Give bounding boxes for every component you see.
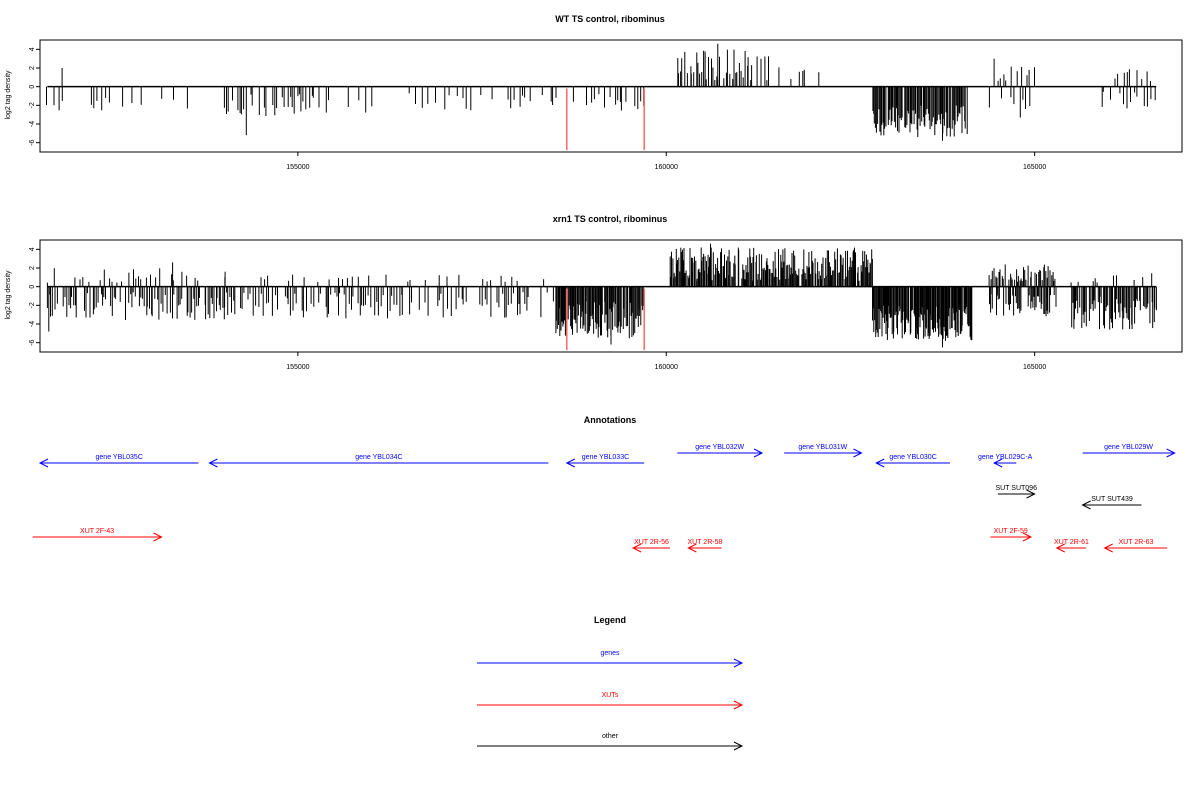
y-tick-label: 4 bbox=[29, 47, 36, 51]
wt-density-panel: WT TS control, ribominus log2 tag densit… bbox=[5, 14, 1183, 171]
y-tick-label: -6 bbox=[29, 139, 36, 145]
feature-label-gene-ybl032w: gene YBL032W bbox=[695, 444, 744, 451]
xrn1-density-panel: xrn1 TS control, ribominus log2 tag dens… bbox=[5, 214, 1183, 371]
legend-items: genes XUTs other bbox=[477, 650, 744, 751]
feature-label-sut-sut439: SUT SUT439 bbox=[1091, 496, 1133, 503]
y-tick-label: 2 bbox=[29, 66, 36, 70]
wt-x-axis: 155000 160000 165000 bbox=[286, 152, 1046, 171]
legend-arrow-other bbox=[477, 741, 744, 751]
legend-label-genes: genes bbox=[600, 650, 620, 657]
feature-label-gene-ybl035c: gene YBL035C bbox=[96, 454, 143, 461]
y-tick-label: 2 bbox=[29, 266, 36, 270]
feature-arrow-gene-ybl029w bbox=[1082, 448, 1176, 458]
x-tick-label: 155000 bbox=[286, 164, 309, 171]
feature-arrow-gene-ybl032w bbox=[677, 448, 764, 458]
wt-density-bars bbox=[46, 43, 1156, 141]
annotations-track: Annotations gene YBL035C gene YBL034C gene… bbox=[32, 415, 1176, 553]
x-tick-label: 165000 bbox=[1023, 364, 1046, 371]
feature-label-xut-2f-59: XUT 2F-59 bbox=[994, 528, 1028, 535]
feature-arrow-xut-2f-59 bbox=[990, 532, 1033, 542]
x-tick-label: 165000 bbox=[1023, 164, 1046, 171]
x-tick-label: 160000 bbox=[655, 364, 678, 371]
wt-y-axis: -6 -4 -2 0 2 4 bbox=[29, 47, 40, 146]
xrn1-panel-title: xrn1 TS control, ribominus bbox=[553, 214, 668, 224]
legend-arrow-genes bbox=[477, 658, 744, 668]
y-tick-label: 4 bbox=[29, 247, 36, 251]
feature-label-gene-ybl029w: gene YBL029W bbox=[1104, 444, 1153, 451]
feature-label-gene-ybl029c-a: gene YBL029C-A bbox=[978, 454, 1033, 461]
feature-label-gene-ybl031w: gene YBL031W bbox=[798, 444, 847, 451]
annotations-title: Annotations bbox=[584, 415, 637, 425]
xrn1-marker-lines bbox=[566, 288, 645, 351]
legend: Legend genes XUTs other bbox=[477, 615, 744, 751]
feature-arrow-gene-ybl034c bbox=[208, 458, 549, 468]
legend-label-other: other bbox=[602, 733, 619, 740]
legend-title: Legend bbox=[594, 615, 626, 625]
wt-plot-frame bbox=[39, 39, 1183, 153]
wt-y-axis-label: log2 tag density bbox=[5, 70, 12, 120]
wt-panel-title: WT TS control, ribominus bbox=[555, 14, 665, 24]
feature-arrow-gene-ybl029c-a bbox=[993, 458, 1017, 468]
legend-label-xuts: XUTs bbox=[602, 692, 619, 699]
y-tick-label: 0 bbox=[29, 285, 36, 289]
feature-arrow-gene-ybl033c bbox=[565, 458, 645, 468]
y-tick-label: -6 bbox=[29, 339, 36, 345]
feature-label-sut-sut096: SUT SUT096 bbox=[995, 485, 1037, 492]
wt-marker-lines bbox=[566, 88, 645, 151]
y-tick-label: -2 bbox=[29, 102, 36, 108]
feature-arrow-gene-ybl035c bbox=[38, 458, 199, 468]
xrn1-x-axis: 155000 160000 165000 bbox=[286, 352, 1046, 371]
feature-arrow-sut-sut096 bbox=[997, 489, 1036, 499]
feature-arrow-xut-2r-56 bbox=[631, 543, 670, 553]
feature-arrow-gene-ybl031w bbox=[784, 448, 863, 458]
y-tick-label: -4 bbox=[29, 321, 36, 327]
xrn1-density-bars bbox=[46, 243, 1157, 348]
xrn1-plot-frame bbox=[39, 239, 1183, 353]
feature-arrow-xut-2f-43 bbox=[32, 532, 163, 542]
feature-label-xut-2r-63: XUT 2R-63 bbox=[1119, 539, 1154, 546]
feature-label-gene-ybl034c: gene YBL034C bbox=[355, 454, 402, 461]
feature-label-xut-2r-58: XUT 2R-58 bbox=[687, 539, 722, 546]
y-tick-label: -2 bbox=[29, 302, 36, 308]
feature-arrow-gene-ybl030c bbox=[875, 458, 950, 468]
feature-label-gene-ybl030c: gene YBL030C bbox=[889, 454, 936, 461]
feature-arrow-xut-2r-63 bbox=[1103, 543, 1168, 553]
x-tick-label: 160000 bbox=[655, 164, 678, 171]
xrn1-y-axis-label: log2 tag density bbox=[5, 270, 12, 320]
x-tick-label: 155000 bbox=[286, 364, 309, 371]
legend-arrow-xuts bbox=[477, 700, 744, 710]
y-tick-label: 0 bbox=[29, 85, 36, 89]
xrn1-y-axis: -6 -4 -2 0 2 4 bbox=[29, 247, 40, 346]
feature-label-gene-ybl033c: gene YBL033C bbox=[582, 454, 629, 461]
feature-label-xut-2r-56: XUT 2R-56 bbox=[634, 539, 669, 546]
feature-label-xut-2r-61: XUT 2R-61 bbox=[1054, 539, 1089, 546]
y-tick-label: -4 bbox=[29, 121, 36, 127]
feature-arrow-xut-2r-58 bbox=[687, 543, 722, 553]
feature-arrow-xut-2r-61 bbox=[1055, 543, 1087, 553]
feature-label-xut-2f-43: XUT 2F-43 bbox=[80, 528, 114, 535]
annotation-features: gene YBL035C gene YBL034C gene YBL033C gene… bbox=[32, 444, 1176, 553]
feature-arrow-sut-sut439 bbox=[1081, 500, 1142, 510]
